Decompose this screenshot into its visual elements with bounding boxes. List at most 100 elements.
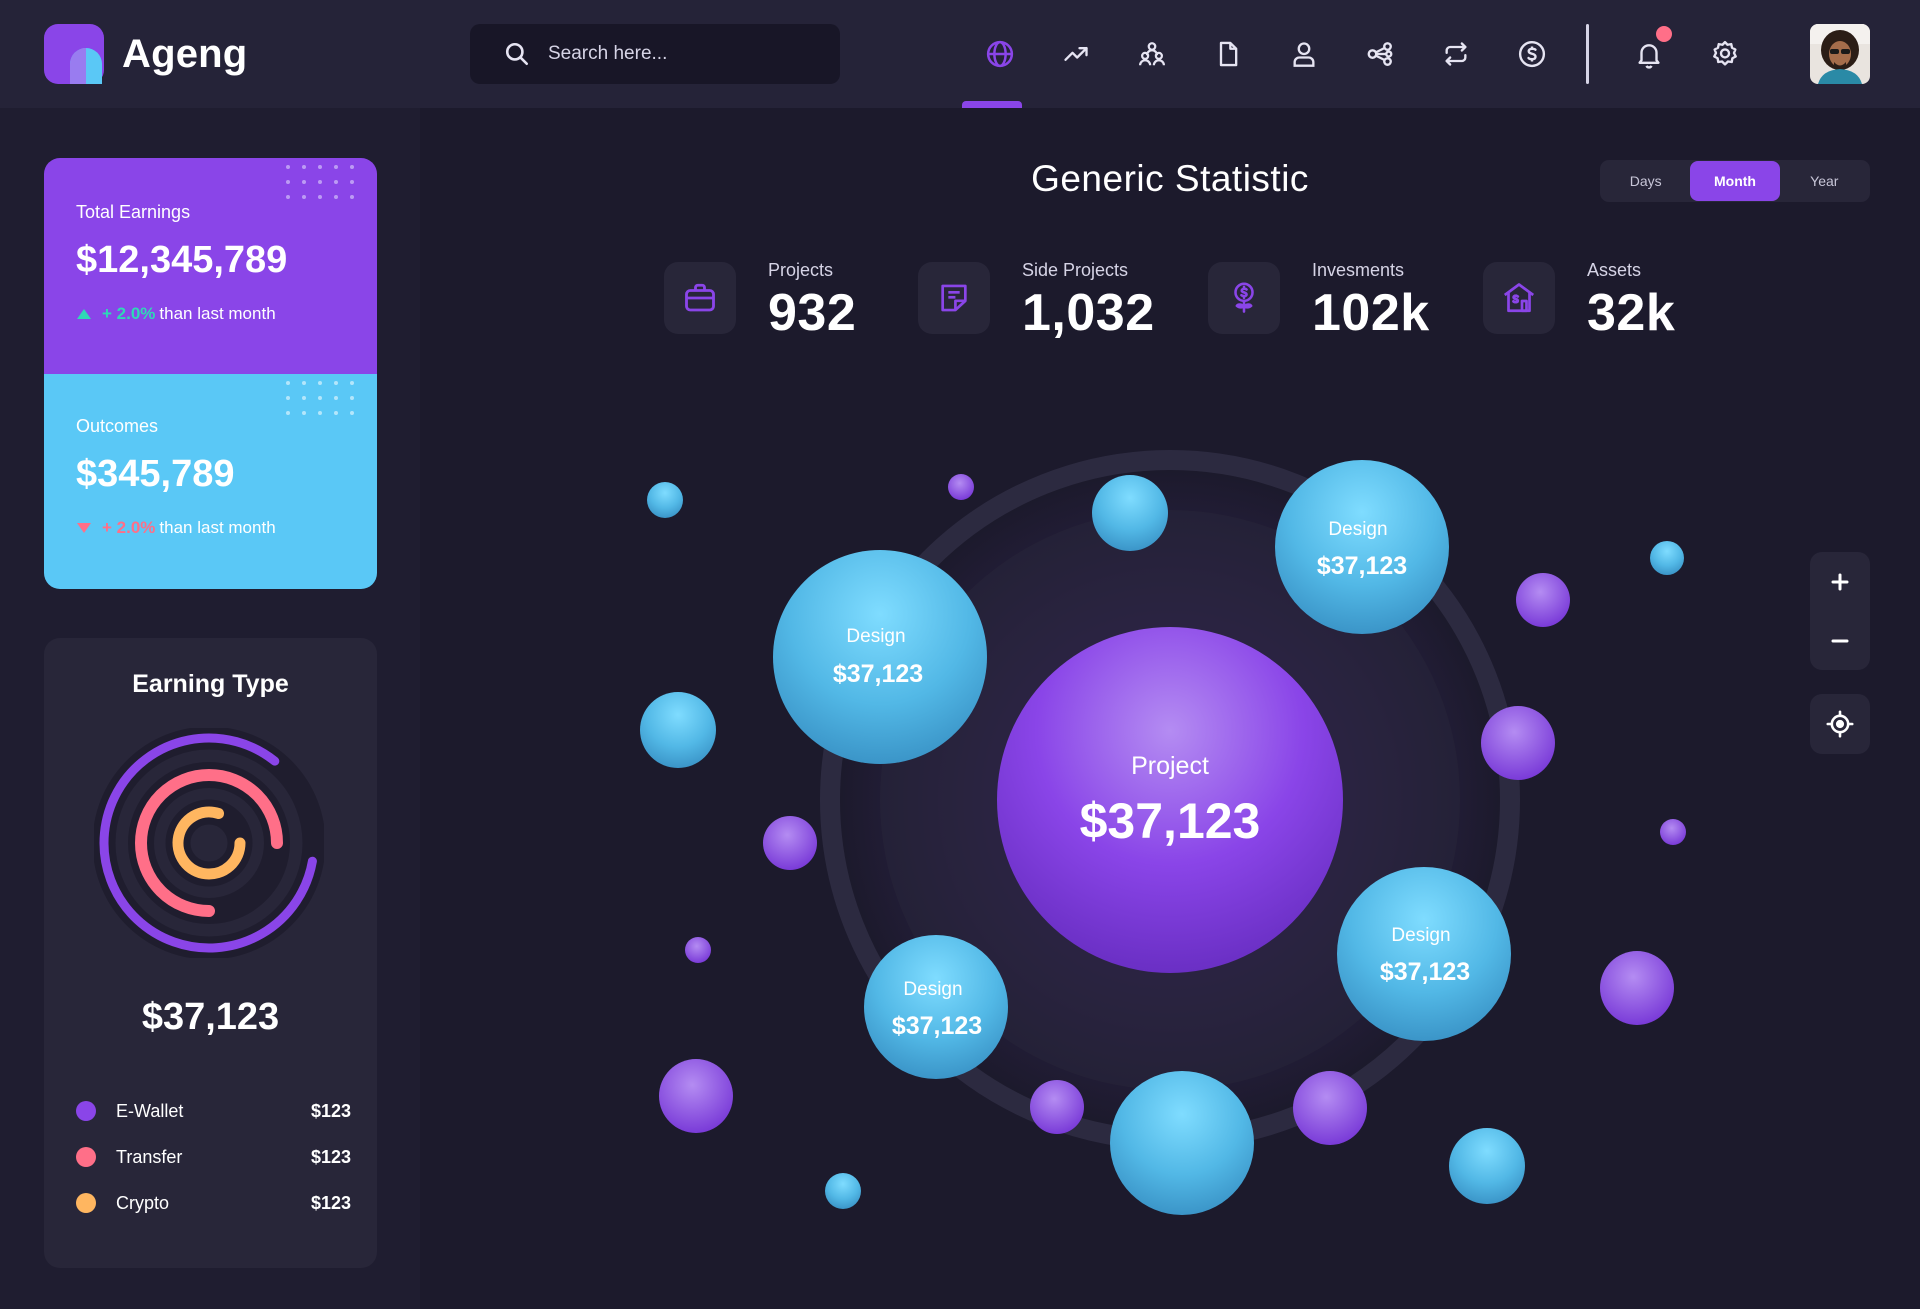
design-bubble[interactable]: Design $37,123 bbox=[1337, 867, 1511, 1041]
decorative-bubbles bbox=[640, 474, 1686, 1215]
bubble bbox=[997, 627, 1343, 973]
transfer-icon bbox=[1445, 42, 1467, 66]
search-box bbox=[470, 24, 840, 84]
stat-icon-box bbox=[1208, 262, 1280, 334]
period-year-button[interactable]: Year bbox=[1810, 173, 1839, 189]
period-selector: Days Month Year bbox=[1600, 160, 1870, 202]
nav-user[interactable] bbox=[1266, 0, 1342, 108]
earnings-trend: + 2.0% than last month bbox=[76, 304, 345, 324]
triangle-down-icon bbox=[77, 523, 91, 533]
bubble bbox=[825, 1173, 861, 1209]
ring-arc-transfer bbox=[135, 769, 283, 917]
settings-button[interactable] bbox=[1700, 24, 1750, 84]
bubble-label: Design bbox=[846, 626, 905, 647]
notification-button[interactable] bbox=[1624, 24, 1674, 84]
outcomes-title: Outcomes bbox=[76, 416, 159, 436]
brand[interactable]: Ageng bbox=[44, 24, 247, 84]
gear-icon bbox=[1713, 40, 1737, 66]
nav-dollar[interactable] bbox=[1494, 0, 1570, 108]
dot-pattern-decoration bbox=[286, 165, 354, 199]
stat-value: 932 bbox=[768, 284, 857, 342]
outcomes-change-suffix: than last month bbox=[159, 518, 276, 537]
bubble bbox=[1449, 1128, 1525, 1204]
stat-investments: Invesments 102k bbox=[1208, 260, 1430, 343]
stat-value: 32k bbox=[1587, 284, 1676, 342]
globe-icon bbox=[986, 40, 1014, 68]
project-bubble[interactable]: Project $37,123 bbox=[997, 627, 1343, 973]
bell-icon bbox=[1638, 44, 1660, 69]
earnings-change: + 2.0% bbox=[102, 304, 156, 323]
notification-badge bbox=[1656, 26, 1672, 42]
legend-value: $123 bbox=[310, 1146, 351, 1167]
ring-arc-crypto bbox=[172, 806, 246, 880]
bubble bbox=[1660, 819, 1686, 845]
bubble-chart: Design $37,123 Design $37,123 Design $37… bbox=[640, 450, 1686, 1215]
bubble bbox=[1516, 573, 1570, 627]
bubble bbox=[1030, 1080, 1084, 1134]
earnings-change-suffix: than last month bbox=[159, 304, 276, 323]
user-icon bbox=[1293, 42, 1315, 67]
stat-label: Assets bbox=[1587, 260, 1642, 280]
stat-value: 102k bbox=[1312, 284, 1430, 342]
bubble bbox=[685, 937, 711, 963]
bubble bbox=[659, 1059, 733, 1133]
nav-share[interactable] bbox=[1342, 0, 1418, 108]
legend-item-transfer: Transfer $123 bbox=[76, 1134, 351, 1180]
triangle-up-icon bbox=[77, 309, 91, 319]
design-bubble[interactable]: Design $37,123 bbox=[864, 935, 1008, 1079]
project-label: Project bbox=[1131, 752, 1209, 780]
earning-type-amount: $37,123 bbox=[141, 996, 280, 1038]
legend-item-crypto: Crypto $123 bbox=[76, 1180, 351, 1226]
nav-users[interactable] bbox=[1114, 0, 1190, 108]
design-bubble[interactable]: Design $37,123 bbox=[773, 550, 987, 764]
bubble bbox=[647, 482, 683, 518]
top-bar: Ageng bbox=[0, 0, 1920, 108]
ring-arc-e-wallet bbox=[99, 733, 317, 953]
stat-label: Invesments bbox=[1312, 260, 1405, 280]
search-input[interactable] bbox=[548, 43, 818, 65]
zoom-in-button[interactable] bbox=[1810, 552, 1870, 611]
total-earnings-card[interactable]: Total Earnings $12,345,789 + 2.0% than l… bbox=[44, 158, 377, 374]
legend-label: Transfer bbox=[116, 1146, 183, 1167]
briefcase-icon bbox=[685, 283, 715, 312]
locate-button[interactable] bbox=[1810, 694, 1870, 754]
legend-value: $123 bbox=[310, 1192, 351, 1213]
earnings-amount: $12,345,789 bbox=[76, 239, 288, 281]
dollar-icon bbox=[1518, 40, 1546, 68]
stat-label: Projects bbox=[768, 260, 834, 280]
zoom-out-button[interactable] bbox=[1810, 611, 1870, 670]
outcomes-card[interactable]: Outcomes $345,789 + 2.0% than last month bbox=[44, 374, 377, 589]
nav-globe[interactable] bbox=[962, 0, 1038, 108]
design-bubble[interactable]: Design $37,123 bbox=[1275, 460, 1449, 634]
bubble bbox=[763, 816, 817, 870]
nav-document[interactable] bbox=[1190, 0, 1266, 108]
avatar[interactable] bbox=[1810, 24, 1870, 84]
outcomes-amount: $345,789 bbox=[76, 453, 235, 495]
main-nav bbox=[962, 0, 1570, 108]
bubble bbox=[1092, 475, 1168, 551]
earnings-title: Total Earnings bbox=[76, 202, 191, 222]
nav-transfer[interactable] bbox=[1418, 0, 1494, 108]
period-days-button[interactable]: Days bbox=[1629, 173, 1662, 189]
logo-icon bbox=[44, 24, 104, 84]
bubble-label: Design bbox=[1391, 925, 1450, 946]
brand-name: Ageng bbox=[122, 31, 248, 76]
stat-value: 1,032 bbox=[1022, 284, 1155, 342]
bubble bbox=[1481, 706, 1555, 780]
trending-up-icon bbox=[1064, 47, 1088, 61]
money-plant-icon bbox=[1234, 282, 1254, 313]
nav-trending[interactable] bbox=[1038, 0, 1114, 108]
stat-assets: Assets 32k bbox=[1483, 260, 1676, 343]
zoom-controls bbox=[1810, 552, 1870, 670]
nav-divider bbox=[1586, 24, 1589, 84]
minus-icon bbox=[1831, 639, 1849, 642]
bubble-label: Design bbox=[903, 979, 962, 1000]
share-icon bbox=[1367, 42, 1393, 66]
legend-item-e-wallet: E-Wallet $123 bbox=[76, 1088, 351, 1134]
period-month-button[interactable]: Month bbox=[1690, 161, 1780, 201]
dot-pattern-decoration bbox=[286, 381, 354, 415]
legend-dot bbox=[76, 1193, 96, 1213]
crosshair-icon bbox=[1826, 710, 1854, 738]
legend-dot bbox=[76, 1101, 96, 1121]
stat-projects: Projects 932 bbox=[664, 260, 857, 343]
